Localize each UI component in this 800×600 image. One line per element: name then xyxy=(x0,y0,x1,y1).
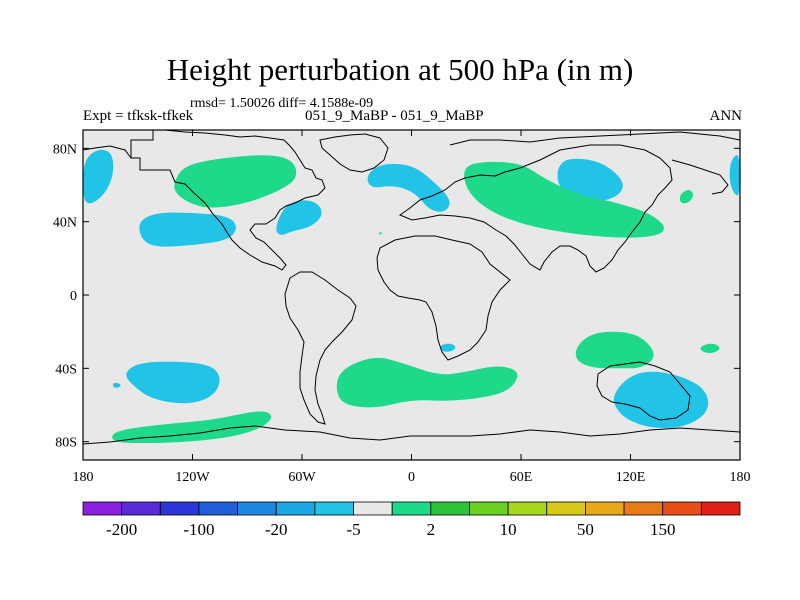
y-tick-label: 80N xyxy=(53,142,77,157)
negative-anomaly-region-3 xyxy=(276,200,322,235)
x-axis: 180 120W 60W 0 60E 120E 180 xyxy=(73,130,751,485)
y-tick-label: 40S xyxy=(55,362,77,377)
positive-anomaly-region-15 xyxy=(700,343,720,354)
coastline-arctic-asia xyxy=(449,131,740,146)
colorbar-swatch xyxy=(121,501,161,516)
coastline-south-america xyxy=(284,271,357,425)
colorbar-label: -100 xyxy=(183,520,214,539)
y-tick-label: 80S xyxy=(55,436,77,451)
colorbar-swatch xyxy=(159,501,200,516)
colorbar-swatch xyxy=(198,501,238,516)
positive-anomaly-region-16 xyxy=(336,357,518,408)
case-label: 051_9_MaBP - 051_9_MaBP xyxy=(305,108,484,124)
colorbar-swatch xyxy=(82,501,123,516)
coastline-africa xyxy=(376,235,511,361)
colorbar-swatch xyxy=(353,501,393,516)
colorbar-label: 150 xyxy=(650,520,676,539)
stats-line: rmsd= 1.50026 diff= 4.1588e-09 xyxy=(190,96,374,111)
coastlines xyxy=(83,130,740,445)
x-tick-label: 120E xyxy=(616,470,646,485)
negative-anomaly-region-6 xyxy=(440,343,456,352)
colorbar-swatch xyxy=(546,501,586,516)
positive-anomaly-region-14 xyxy=(575,331,654,369)
positive-anomaly-region-10 xyxy=(174,155,297,208)
colorbar-swatch xyxy=(700,501,741,516)
colorbar-swatch xyxy=(237,501,277,516)
y-tick-label: 40N xyxy=(53,216,77,231)
coastline-alaska xyxy=(83,145,132,159)
colorbar-swatch xyxy=(585,501,625,516)
coastline-eurasia xyxy=(398,144,673,273)
colorbar-swatch xyxy=(623,501,664,516)
x-tick-label: 0 xyxy=(408,470,415,485)
y-tick-label: 0 xyxy=(70,289,77,304)
x-tick-label: 60E xyxy=(510,470,533,485)
season-label: ANN xyxy=(709,108,743,124)
negative-anomaly-region-1 xyxy=(729,155,740,196)
negative-anomaly-region-7 xyxy=(126,361,220,404)
colorbar-label: 50 xyxy=(577,520,594,539)
colorbar-label: -5 xyxy=(346,520,360,539)
colorbar-label: 10 xyxy=(500,520,517,539)
negative-anomaly-region-9 xyxy=(613,371,709,429)
experiment-label: Expt = tfksk-tfkek xyxy=(83,108,194,124)
colorbar-label: 2 xyxy=(427,520,436,539)
coastline-antarctica xyxy=(83,425,740,445)
y-axis: 80N 40N 0 40S 80S xyxy=(53,142,740,451)
positive-anomaly-region-11 xyxy=(464,161,664,238)
coastline-greenland xyxy=(319,133,389,173)
colorbar-swatch xyxy=(314,501,354,516)
positive-anomaly-region-12 xyxy=(679,190,693,204)
colorbar-label: -20 xyxy=(265,520,288,539)
positive-anomaly-region-17 xyxy=(112,411,272,444)
x-tick-label: 180 xyxy=(730,470,751,485)
colorbar-swatch xyxy=(507,501,548,516)
negative-anomaly-region-0 xyxy=(83,149,114,204)
colorbar-swatch xyxy=(430,501,470,516)
x-tick-label: 120W xyxy=(175,470,210,485)
negative-anomaly-region-8 xyxy=(112,383,121,388)
anomaly-regions xyxy=(83,149,740,444)
x-tick-label: 60W xyxy=(288,470,316,485)
positive-anomaly-region-13 xyxy=(379,231,382,235)
coastline-north-america xyxy=(130,130,326,271)
negative-anomaly-region-5 xyxy=(557,158,623,203)
colorbar-swatch xyxy=(662,501,702,516)
coastline-australia xyxy=(596,361,691,421)
x-tick-label: 180 xyxy=(73,470,94,485)
negative-anomaly-region-4 xyxy=(367,163,450,212)
colorbar: -200 -100 -20 -5 2 10 50 150 xyxy=(82,501,741,539)
negative-anomaly-region-2 xyxy=(139,212,236,247)
colorbar-swatch xyxy=(275,501,316,516)
colorbar-label: -200 xyxy=(106,520,137,539)
colorbar-swatch xyxy=(391,501,432,516)
chart-title: Height perturbation at 500 hPa (in m) xyxy=(166,52,634,87)
coastline-asia-east xyxy=(671,159,729,195)
colorbar-swatch xyxy=(469,501,509,516)
